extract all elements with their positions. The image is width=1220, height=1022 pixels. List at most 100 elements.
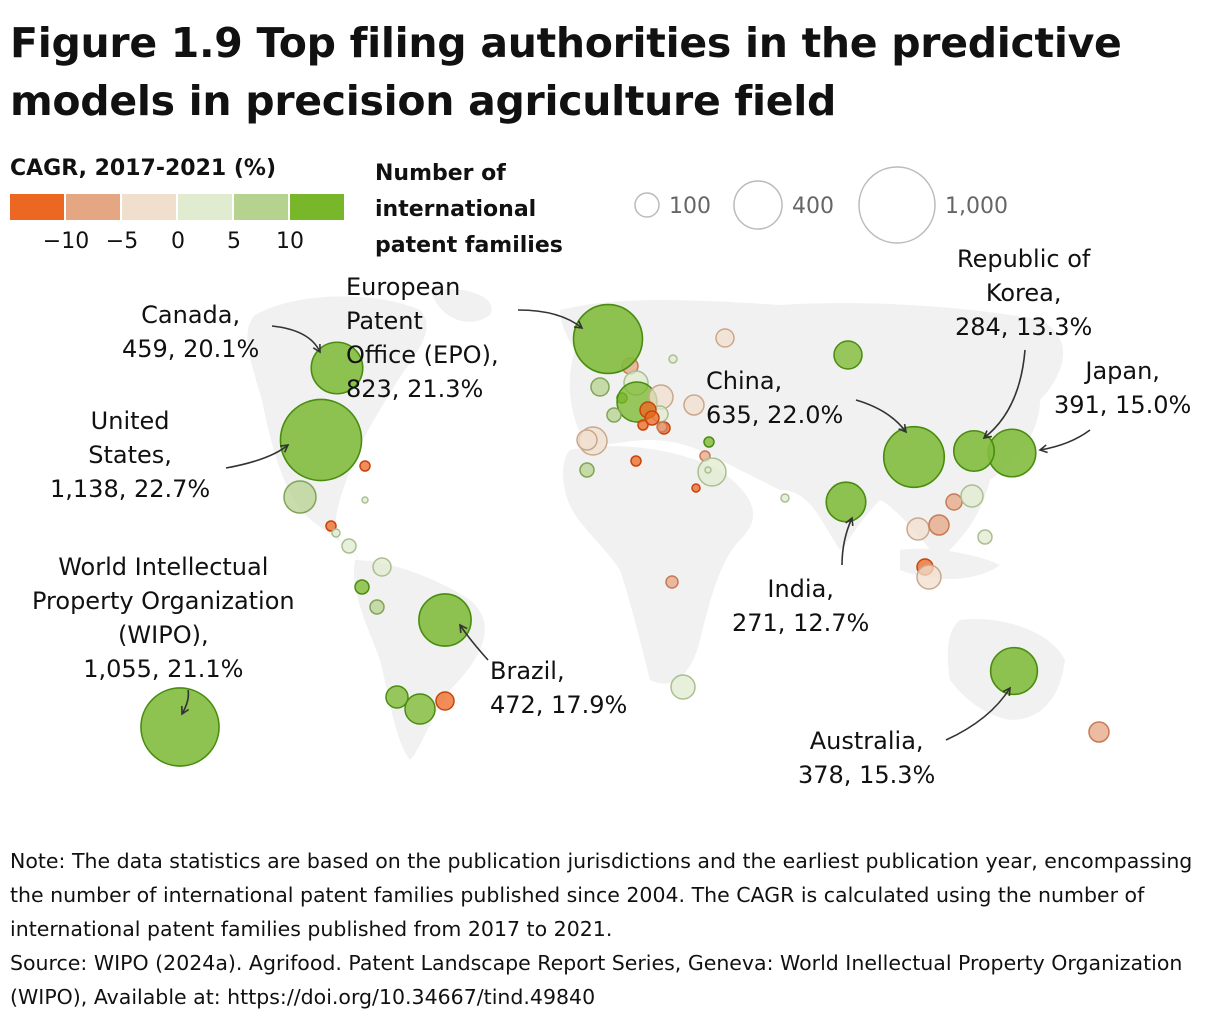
- arrow-korea: [983, 349, 1026, 439]
- map-bubble: [385, 685, 409, 709]
- arrowhead-icon: [312, 343, 321, 354]
- bubble-brazil: [418, 593, 472, 647]
- label-india: India, 271, 12.7%: [732, 575, 870, 637]
- page-title: Figure 1.9 Top filing authorities in the…: [10, 19, 1122, 125]
- color-legend-title: CAGR, 2017-2021 (%): [10, 156, 276, 181]
- source-text: Source: WIPO (2024a). Agrifood. Patent L…: [10, 951, 1183, 1009]
- bubble-canada: [310, 341, 364, 395]
- map-bubble: [703, 436, 715, 448]
- legend-color-tick: 5: [227, 229, 241, 254]
- arrowhead-icon: [181, 705, 190, 716]
- label-canada: Canada, 459, 20.1%: [122, 301, 260, 363]
- arrow-brazil: [459, 624, 489, 661]
- map-bubble: [906, 517, 930, 541]
- map-bubble: [359, 460, 371, 472]
- legend-color-tick: 10: [276, 229, 304, 254]
- legend-size-label: 1,000: [945, 194, 1008, 219]
- map-bubble: [668, 354, 678, 364]
- map-bubble: [691, 483, 701, 493]
- arrow-wipo: [181, 689, 190, 715]
- map-bubble: [670, 674, 696, 700]
- label-brazil: Brazil, 472, 17.9%: [490, 657, 628, 719]
- map-bubble: [331, 528, 341, 538]
- map-bubble: [576, 429, 598, 451]
- arrowhead-icon: [898, 423, 908, 434]
- arrowhead-icon: [459, 623, 468, 634]
- label-epo: European Patent Office (EPO), 823, 21.3%: [346, 273, 499, 403]
- bubble-india: [825, 481, 867, 523]
- legend-size-circle: [733, 180, 783, 230]
- legend-size-label: 400: [792, 194, 834, 219]
- map-bubble: [606, 407, 622, 423]
- legend-color-swatch: [122, 194, 176, 220]
- map-bubble: [354, 579, 370, 595]
- arrow-epo: [517, 309, 583, 329]
- map-bubble: [579, 462, 595, 478]
- size-legend-title: Number of international patent families: [375, 161, 563, 258]
- map-bubble: [683, 394, 705, 416]
- arrowhead-icon: [845, 516, 854, 527]
- map-bubble: [1088, 721, 1110, 743]
- bubble-wipo: [140, 687, 220, 767]
- map-bubble: [715, 328, 735, 348]
- map-bubble: [637, 419, 649, 431]
- legend-color-swatch: [66, 194, 120, 220]
- legend-color-swatch: [290, 194, 344, 220]
- legend-color-tick: −5: [106, 229, 138, 254]
- map-bubble: [916, 564, 942, 590]
- label-australia: Australia, 378, 15.3%: [798, 727, 936, 789]
- map-bubble: [833, 340, 863, 370]
- map-bubble: [960, 484, 984, 508]
- arrow-japan: [1039, 429, 1091, 451]
- map-bubble: [945, 493, 963, 511]
- map-bubble: [404, 693, 436, 725]
- map-bubble: [665, 575, 679, 589]
- map-bubble: [697, 457, 727, 487]
- legend-color-swatch: [10, 194, 64, 220]
- map-bubble: [369, 599, 385, 615]
- note-text: Note: The data statistics are based on t…: [10, 849, 1193, 941]
- label-united-states: United States, 1,138, 22.7%: [50, 407, 211, 503]
- map-bubble: [361, 496, 369, 504]
- label-korea: Republic of Korea, 284, 13.3%: [955, 245, 1093, 341]
- map-bubble: [341, 538, 357, 554]
- arrowhead-icon: [573, 320, 584, 329]
- bubble-european-patent-office-epo: [572, 303, 644, 375]
- legend-color-swatch: [234, 194, 288, 220]
- map-bubble: [590, 377, 610, 397]
- bubble-united-states: [279, 398, 363, 482]
- arrow-australia: [945, 687, 1011, 741]
- label-japan: Japan, 391, 15.0%: [1054, 357, 1192, 419]
- arrow-india: [841, 517, 853, 566]
- map-bubble: [435, 691, 455, 711]
- arrow-china: [855, 399, 907, 433]
- bubble-australia: [989, 646, 1039, 696]
- legend-size-circle: [634, 192, 660, 218]
- arrow-us: [225, 444, 289, 469]
- label-china: China, 635, 22.0%: [706, 367, 844, 429]
- bubble-japan: [987, 428, 1037, 478]
- arrowhead-icon: [1038, 444, 1048, 454]
- legend-size-label: 100: [669, 194, 711, 219]
- arrowhead-icon: [982, 430, 993, 440]
- map-bubble: [283, 480, 317, 514]
- notes: Note: The data statistics are based on t…: [10, 844, 1210, 1014]
- map-bubble: [372, 557, 392, 577]
- arrowhead-icon: [1002, 686, 1011, 697]
- bubble-republic-of-korea: [952, 429, 996, 473]
- legend-color-tick: 0: [171, 229, 185, 254]
- legend-color-swatch: [178, 194, 232, 220]
- arrowhead-icon: [279, 444, 290, 453]
- map-bubble: [928, 514, 950, 536]
- map-bubble: [977, 529, 993, 545]
- map-bubble: [630, 455, 642, 467]
- bubble-china: [882, 425, 946, 489]
- map-bubble: [656, 421, 668, 433]
- map-bubble: [644, 410, 660, 426]
- legend-size-circle: [858, 166, 936, 244]
- legend-color-tick: −10: [43, 229, 89, 254]
- map-bubble: [704, 466, 712, 474]
- map-bubble: [780, 493, 790, 503]
